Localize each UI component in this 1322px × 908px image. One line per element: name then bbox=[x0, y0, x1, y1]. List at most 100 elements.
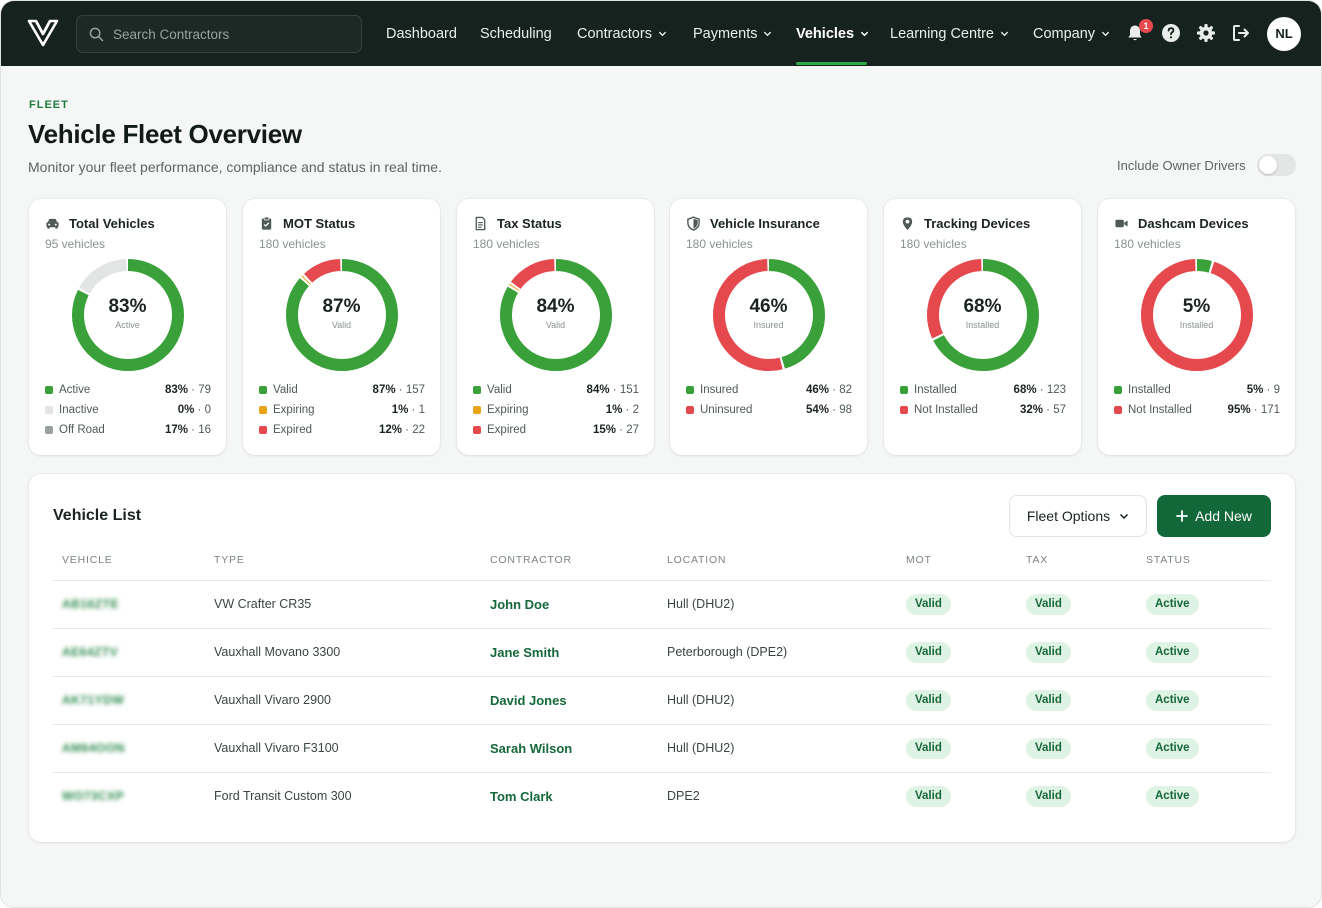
nav-payments[interactable]: Payments bbox=[693, 1, 772, 66]
table-row[interactable]: AM64OON Vauxhall Vivaro F3100 Sarah Wils… bbox=[53, 725, 1271, 773]
table-row[interactable]: AK71YDW Vauxhall Vivaro 2900 David Jones… bbox=[53, 677, 1271, 725]
legend-value: 84% · 151 bbox=[586, 384, 639, 396]
vehicle-location: Hull (DHU2) bbox=[667, 741, 735, 755]
column-header-mot[interactable]: MOT bbox=[906, 554, 932, 566]
chevron-down-icon bbox=[764, 31, 772, 37]
legend-percent: 68% bbox=[1013, 384, 1037, 396]
clipboard-icon bbox=[261, 216, 272, 230]
add-new-button[interactable]: Add New bbox=[1157, 495, 1271, 537]
nav-scheduling[interactable]: Scheduling bbox=[480, 1, 552, 66]
vehicle-status-badge: Active bbox=[1146, 738, 1199, 759]
help-icon[interactable] bbox=[1161, 23, 1181, 43]
table-row[interactable]: AE64ZTV Vauxhall Movano 3300 Jane Smith … bbox=[53, 629, 1271, 677]
column-header-vehicle[interactable]: VEHICLE bbox=[62, 554, 113, 566]
legend-label: Expired bbox=[273, 424, 312, 436]
legend-value: 46% · 82 bbox=[805, 384, 852, 396]
donut-center-label: Installed bbox=[1179, 320, 1214, 330]
brand-logo[interactable] bbox=[27, 17, 59, 49]
donut-segment-insured bbox=[713, 259, 825, 371]
card-title: Tracking Devices bbox=[924, 216, 1031, 231]
card-subtitle: 180 vehicles bbox=[900, 237, 967, 251]
user-avatar[interactable]: NL bbox=[1267, 17, 1301, 51]
legend-count: 98 bbox=[839, 404, 852, 416]
donut-center-value: 87% bbox=[322, 296, 361, 317]
legend-percent: 87% bbox=[372, 384, 396, 396]
vehicle-registration[interactable]: AK71YDW bbox=[62, 693, 125, 707]
vehicle-type: Ford Transit Custom 300 bbox=[214, 789, 352, 803]
nav-company[interactable]: Company bbox=[1033, 1, 1110, 66]
contractor-link[interactable]: John Doe bbox=[490, 597, 550, 612]
legend-value: 1% · 2 bbox=[605, 404, 639, 416]
legend-swatch bbox=[686, 386, 694, 394]
contractor-link[interactable]: Tom Clark bbox=[490, 789, 553, 804]
table-row[interactable]: WO73CXP Ford Transit Custom 300 Tom Clar… bbox=[53, 773, 1271, 821]
gear-icon[interactable] bbox=[1196, 23, 1216, 43]
column-header-type[interactable]: TYPE bbox=[214, 554, 245, 566]
legend-swatch bbox=[259, 426, 267, 434]
nav-label: Dashboard bbox=[386, 25, 457, 42]
card-tax-status: Tax Status 180 vehicles 84% Valid Valid 8… bbox=[457, 199, 654, 455]
vehicle-registration[interactable]: AB16ZTE bbox=[62, 597, 119, 611]
legend-percent: 32% bbox=[1019, 404, 1043, 416]
contractor-link[interactable]: Sarah Wilson bbox=[490, 741, 573, 756]
location-pin-icon bbox=[902, 217, 913, 231]
legend-label: Expiring bbox=[487, 404, 529, 416]
legend-row: Expired 15% · 27 bbox=[473, 424, 639, 444]
vehicle-registration[interactable]: AE64ZTV bbox=[62, 645, 119, 659]
vehicle-type: Vauxhall Vivaro 2900 bbox=[214, 693, 331, 707]
legend-row: Expiring 1% · 2 bbox=[473, 404, 639, 424]
legend-label: Active bbox=[59, 384, 91, 396]
legend-percent: 15% bbox=[592, 424, 616, 436]
donut-center-value: 46% bbox=[749, 296, 788, 317]
fleet-options-button[interactable]: Fleet Options bbox=[1009, 495, 1147, 537]
contractor-link[interactable]: David Jones bbox=[490, 693, 567, 708]
toggle-knob bbox=[1259, 156, 1277, 174]
chevron-down-icon bbox=[860, 31, 869, 37]
button-label: Fleet Options bbox=[1026, 508, 1111, 524]
legend-value: 68% · 123 bbox=[1013, 384, 1066, 396]
legend-count: 157 bbox=[405, 384, 425, 396]
nav-learning-centre[interactable]: Learning Centre bbox=[890, 1, 1009, 66]
logout-icon[interactable] bbox=[1231, 23, 1251, 43]
search-icon bbox=[89, 27, 104, 42]
legend-swatch bbox=[1114, 406, 1122, 414]
legend-row: Valid 87% · 157 bbox=[259, 384, 425, 404]
vehicle-registration[interactable]: WO73CXP bbox=[62, 789, 125, 803]
legend-count: 79 bbox=[198, 384, 211, 396]
legend-label: Valid bbox=[487, 384, 512, 396]
bell-icon[interactable] bbox=[1125, 23, 1145, 43]
legend-swatch bbox=[1114, 386, 1122, 394]
nav-contractors[interactable]: Contractors bbox=[577, 1, 667, 66]
legend-row: Expiring 1% · 1 bbox=[259, 404, 425, 424]
donut-chart bbox=[286, 259, 398, 371]
legend-value: 12% · 22 bbox=[378, 424, 425, 436]
vehicle-registration[interactable]: AM64OON bbox=[62, 741, 125, 755]
owner-drivers-toggle[interactable] bbox=[1257, 154, 1296, 176]
column-header-tax[interactable]: TAX bbox=[1026, 554, 1049, 566]
mot-status-badge: Valid bbox=[906, 594, 951, 615]
column-header-contractor[interactable]: CONTRACTOR bbox=[490, 554, 572, 566]
legend-percent: 12% bbox=[378, 424, 402, 436]
legend-swatch bbox=[473, 386, 481, 394]
nav-dashboard[interactable]: Dashboard bbox=[386, 1, 457, 66]
mot-status-badge: Valid bbox=[906, 786, 951, 807]
legend-value: 0% · 0 bbox=[177, 404, 211, 416]
vehicle-location: Hull (DHU2) bbox=[667, 693, 735, 707]
nav-vehicles[interactable]: Vehicles bbox=[796, 1, 869, 66]
column-header-status[interactable]: STATUS bbox=[1146, 554, 1191, 566]
mot-status-badge: Valid bbox=[906, 690, 951, 711]
car-icon bbox=[46, 218, 59, 229]
legend-swatch bbox=[45, 386, 53, 394]
card-subtitle: 180 vehicles bbox=[686, 237, 753, 251]
card-subtitle: 180 vehicles bbox=[259, 237, 326, 251]
donut-chart bbox=[1141, 259, 1253, 371]
search-contractors-input[interactable]: Search Contractors bbox=[76, 15, 362, 53]
legend-count: 22 bbox=[412, 424, 425, 436]
legend-label: Expiring bbox=[273, 404, 315, 416]
table-row[interactable]: AB16ZTE VW Crafter CR35 John Doe Hull (D… bbox=[53, 581, 1271, 629]
legend-percent: 17% bbox=[164, 424, 188, 436]
contractor-link[interactable]: Jane Smith bbox=[490, 645, 560, 660]
legend-value: 54% · 98 bbox=[805, 404, 852, 416]
donut-center-value: 68% bbox=[963, 296, 1002, 317]
column-header-location[interactable]: LOCATION bbox=[667, 554, 727, 566]
